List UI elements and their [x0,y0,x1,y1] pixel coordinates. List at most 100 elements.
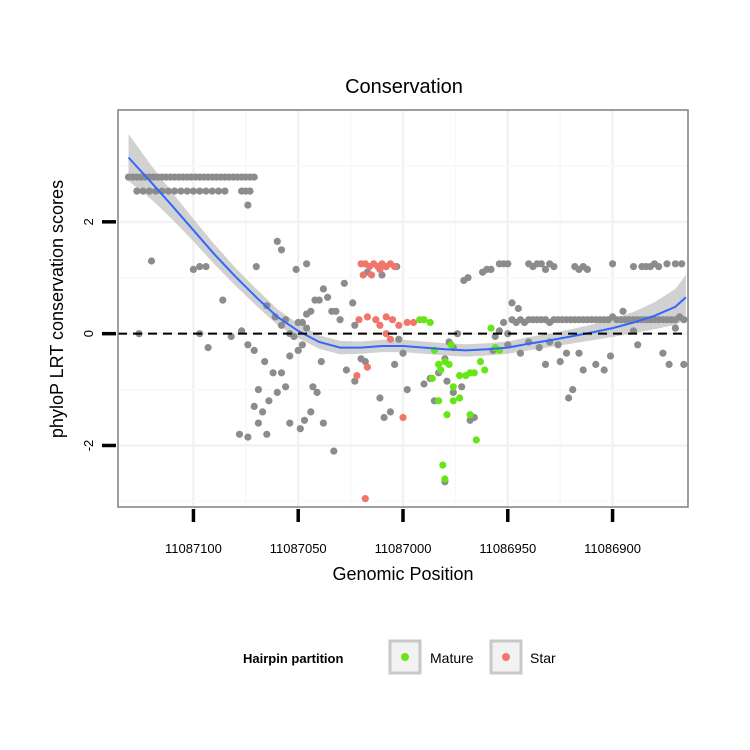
point-other [298,341,306,349]
point-other [500,318,508,327]
point-star [403,318,411,327]
x-tick-label-3: 11086950 [479,541,536,556]
point-other [575,349,583,357]
point-mature [449,397,457,405]
legend-label-mature: Mature [430,650,474,666]
plot-border [117,109,689,508]
point-star [368,271,376,279]
point-other [286,352,294,360]
point-mature [443,411,451,419]
point-other [324,293,332,301]
point-other [189,265,197,273]
point-mature [476,358,485,366]
point-other [202,187,210,195]
point-star [386,335,394,343]
point-other [313,388,321,396]
point-other [606,352,615,360]
point-other [250,346,258,354]
y-tick-label-0: -2 [81,440,96,452]
point-other [565,394,573,402]
point-other [420,380,428,388]
y-axis-title: phyloP LRT conservation scores [47,180,67,438]
point-other [342,366,350,374]
point-other [261,358,269,366]
legend-dot-mature [401,653,409,661]
point-other [376,394,384,402]
point-other [453,330,462,338]
point-other [665,360,673,368]
point-other [189,187,197,195]
point-star [395,321,403,329]
point-other [309,383,317,391]
point-other [380,413,388,422]
point-other [516,349,525,357]
point-other [629,263,638,271]
point-other [330,447,338,455]
point-other [391,360,399,368]
point-star [372,316,380,324]
x-tick-label-1: 11087050 [270,541,327,556]
point-star [376,321,384,329]
point-mature [449,383,457,391]
x-tick-label-4: 11086900 [584,541,641,556]
point-mature [441,475,449,483]
legend-dot-star [502,653,510,661]
point-other [271,313,279,321]
point-other [487,265,495,273]
point-other [395,335,403,343]
point-other [443,377,451,385]
point-other [273,237,281,245]
point-star [399,413,407,422]
point-star [409,318,418,327]
point-mature [428,374,436,382]
point-other [619,307,627,315]
point-other [252,263,260,271]
y-tick-label-1: 0 [81,330,96,337]
point-star [363,313,371,321]
point-mature [447,341,455,349]
chart-title: Conservation [345,76,463,98]
point-other [317,358,325,366]
point-mature [456,394,464,402]
point-other [386,408,394,416]
point-mature [439,461,447,469]
point-other [254,386,262,394]
point-other [583,265,592,273]
legend: Hairpin partition Mature Star [243,639,556,675]
point-other [219,296,227,304]
x-axis-title: Genomic Position [332,564,473,584]
point-other [296,425,304,433]
point-other [680,316,688,324]
point-other [579,366,587,374]
point-other [504,260,512,268]
point-other [556,358,564,366]
point-mature [481,366,489,374]
point-other [244,201,252,209]
point-other [145,187,153,195]
point-mature [466,411,474,419]
point-other [307,307,315,315]
point-other [298,318,306,327]
point-other [332,307,340,315]
plot-area [117,109,689,508]
point-other [349,299,357,307]
point-other [263,430,271,438]
point-mature [445,360,453,368]
point-other [449,388,457,396]
point-other [319,419,327,427]
point-star [361,495,369,503]
point-other [294,346,302,354]
point-other [259,408,267,416]
point-other [336,316,344,324]
point-star [359,271,367,279]
point-other [196,187,204,195]
point-other [292,265,300,273]
point-other [508,299,516,307]
point-star [355,316,363,324]
point-other [541,360,550,368]
x-axis: 11087100 11087050 11087000 11086950 11086900 [165,509,641,556]
point-other [680,360,688,368]
point-other [592,360,600,368]
point-other [164,187,172,195]
smooth-line [127,156,687,352]
